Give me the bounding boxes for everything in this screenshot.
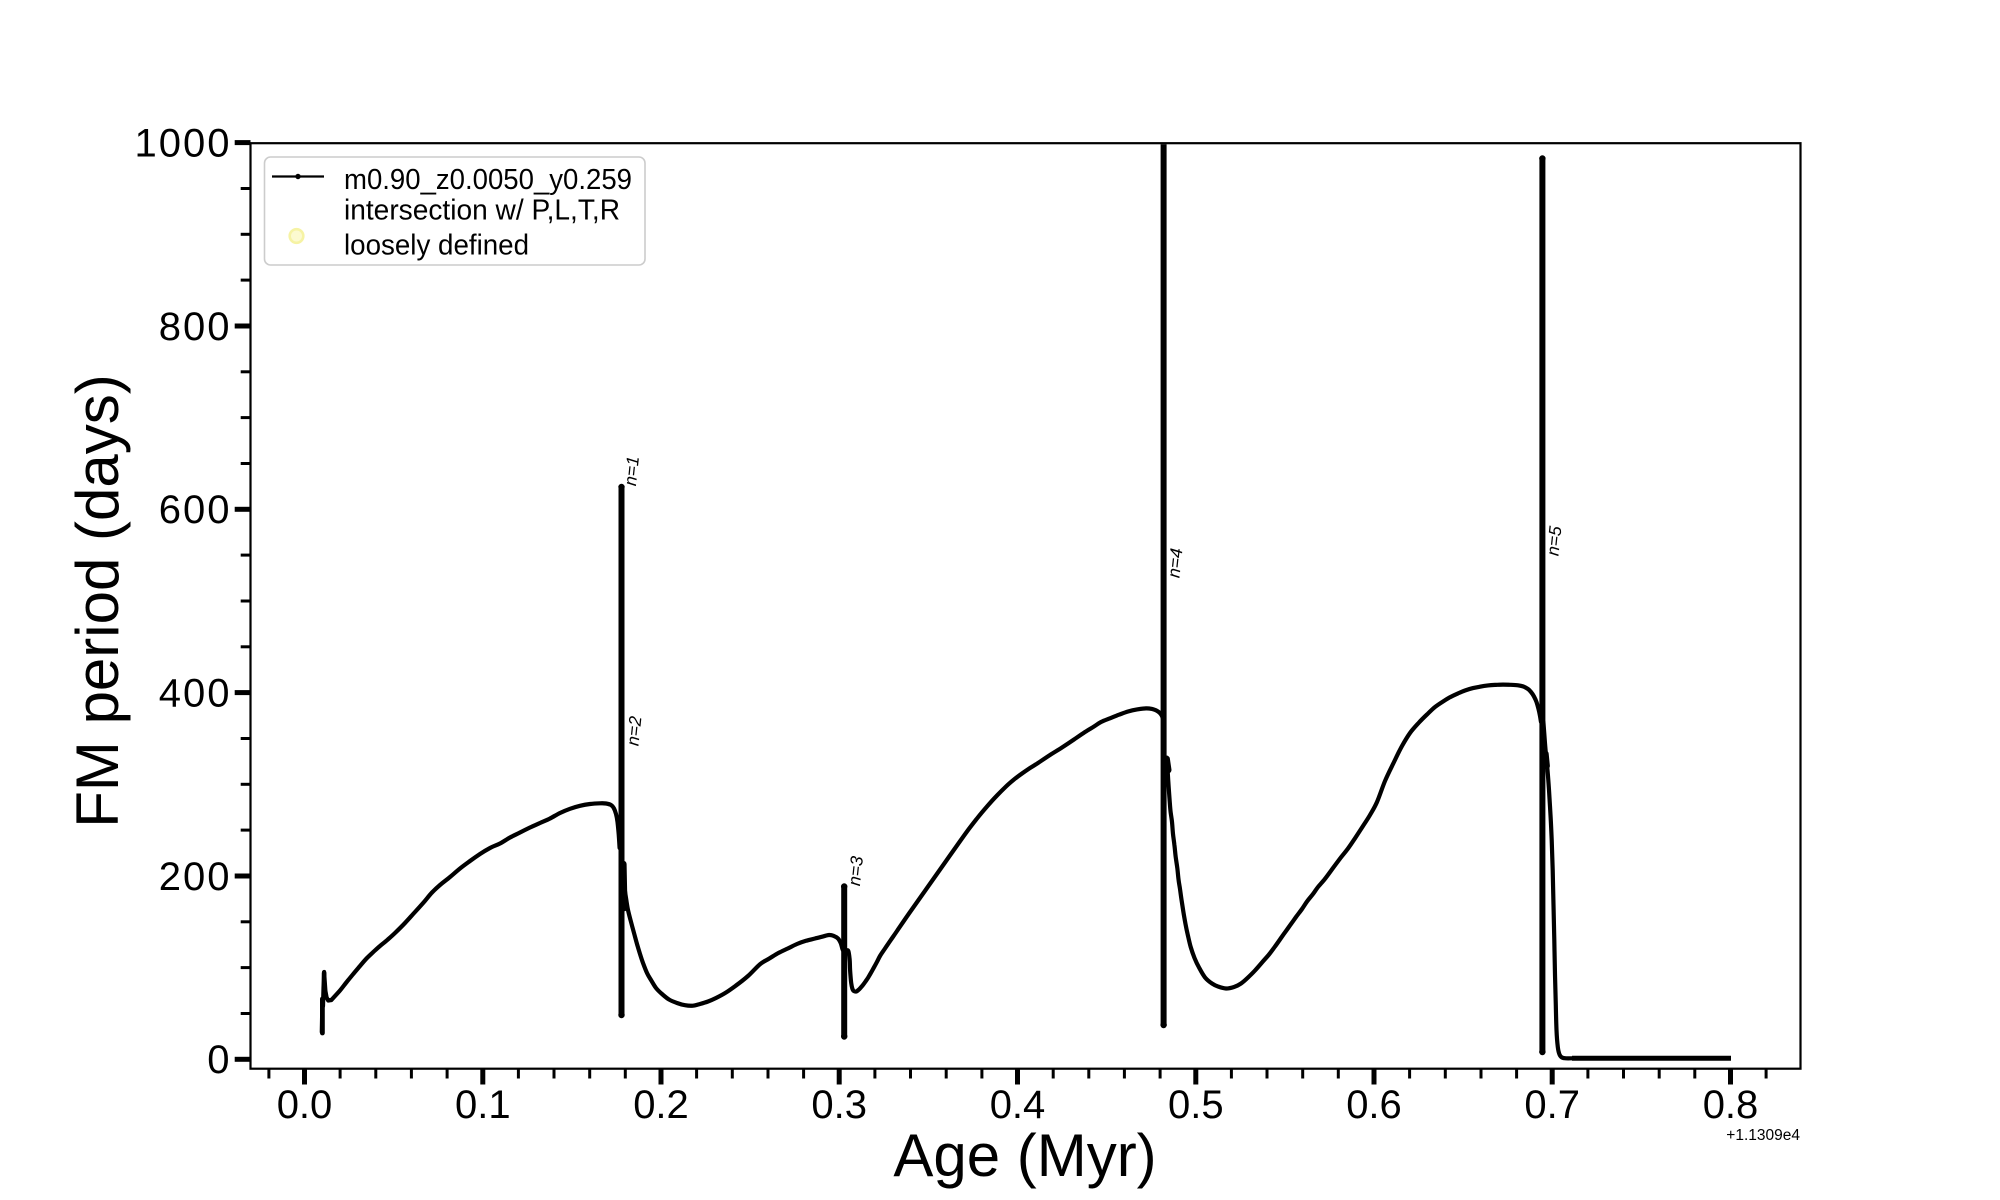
svg-text:+1.1309e4: +1.1309e4 — [1726, 1127, 1800, 1144]
svg-text:0.4: 0.4 — [990, 1083, 1046, 1127]
svg-text:0.6: 0.6 — [1346, 1083, 1402, 1127]
svg-text:FM period (days): FM period (days) — [64, 374, 131, 827]
svg-text:800: 800 — [159, 305, 232, 349]
svg-text:intersection w/ P,L,T,R: intersection w/ P,L,T,R — [344, 195, 620, 227]
svg-text:400: 400 — [159, 672, 232, 716]
svg-text:0: 0 — [207, 1038, 231, 1082]
svg-text:n=5: n=5 — [1543, 525, 1566, 557]
svg-text:m0.90_z0.0050_y0.259: m0.90_z0.0050_y0.259 — [344, 164, 632, 196]
svg-text:n=4: n=4 — [1164, 547, 1187, 579]
svg-text:n=1: n=1 — [620, 455, 643, 487]
svg-text:0.7: 0.7 — [1524, 1083, 1580, 1127]
svg-text:loosely defined: loosely defined — [344, 229, 529, 261]
svg-text:0.1: 0.1 — [455, 1083, 511, 1127]
svg-text:n=3: n=3 — [844, 855, 867, 887]
svg-text:0.2: 0.2 — [633, 1083, 689, 1127]
svg-text:600: 600 — [159, 488, 232, 532]
svg-text:n=2: n=2 — [623, 715, 646, 747]
svg-text:Age (Myr): Age (Myr) — [893, 1122, 1156, 1189]
svg-text:0.8: 0.8 — [1703, 1083, 1759, 1127]
svg-text:0.3: 0.3 — [811, 1083, 867, 1127]
svg-text:200: 200 — [159, 855, 232, 899]
svg-text:0.0: 0.0 — [277, 1083, 333, 1127]
svg-text:0.5: 0.5 — [1168, 1083, 1224, 1127]
svg-text:1000: 1000 — [135, 122, 232, 166]
